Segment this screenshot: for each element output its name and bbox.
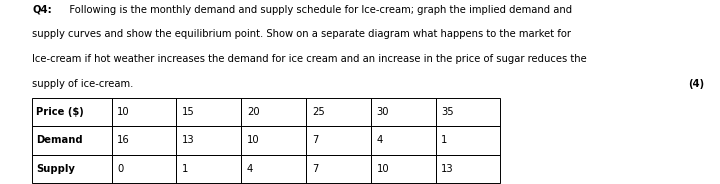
Text: supply of ice-cream.: supply of ice-cream. [32, 79, 134, 89]
Bar [112, 126, 176, 155]
Bar [32, 155, 112, 183]
Text: Following is the monthly demand and supply schedule for Ice-cream; graph the imp: Following is the monthly demand and supp… [60, 5, 572, 15]
Bar [176, 98, 241, 126]
Text: supply curves and show the equilibrium point. Show on a separate diagram what ha: supply curves and show the equilibrium p… [32, 29, 572, 39]
Text: 0: 0 [117, 164, 124, 174]
Text: 7: 7 [312, 164, 318, 174]
Bar [436, 126, 500, 155]
Bar [176, 155, 241, 183]
Bar [241, 126, 306, 155]
Bar [371, 126, 436, 155]
Text: 10: 10 [377, 164, 390, 174]
Text: 7: 7 [312, 135, 318, 145]
Text: Supply: Supply [36, 164, 75, 174]
Bar [371, 155, 436, 183]
Bar [32, 98, 112, 126]
Bar [176, 126, 241, 155]
Text: 16: 16 [117, 135, 130, 145]
Text: 1: 1 [182, 164, 189, 174]
Text: Ice-cream if hot weather increases the demand for ice cream and an increase in t: Ice-cream if hot weather increases the d… [32, 54, 587, 64]
Text: Price ($): Price ($) [36, 107, 84, 117]
Bar [306, 155, 371, 183]
Bar [371, 98, 436, 126]
Text: (4): (4) [688, 79, 704, 89]
Text: 13: 13 [441, 164, 454, 174]
Text: 25: 25 [312, 107, 325, 117]
Bar [32, 126, 112, 155]
Text: Demand: Demand [36, 135, 83, 145]
Bar [306, 126, 371, 155]
Bar [436, 98, 500, 126]
Bar [241, 155, 306, 183]
Bar [306, 98, 371, 126]
Text: 13: 13 [182, 135, 195, 145]
Text: Q4:: Q4: [32, 5, 52, 15]
Text: 1: 1 [441, 135, 448, 145]
Text: 30: 30 [377, 107, 389, 117]
Text: 4: 4 [377, 135, 383, 145]
Text: 10: 10 [117, 107, 130, 117]
Bar [112, 98, 176, 126]
Bar [436, 155, 500, 183]
Text: 35: 35 [441, 107, 454, 117]
Text: 20: 20 [247, 107, 260, 117]
Bar [241, 98, 306, 126]
Text: 10: 10 [247, 135, 260, 145]
Text: 4: 4 [247, 164, 253, 174]
Text: 15: 15 [182, 107, 195, 117]
Bar [112, 155, 176, 183]
